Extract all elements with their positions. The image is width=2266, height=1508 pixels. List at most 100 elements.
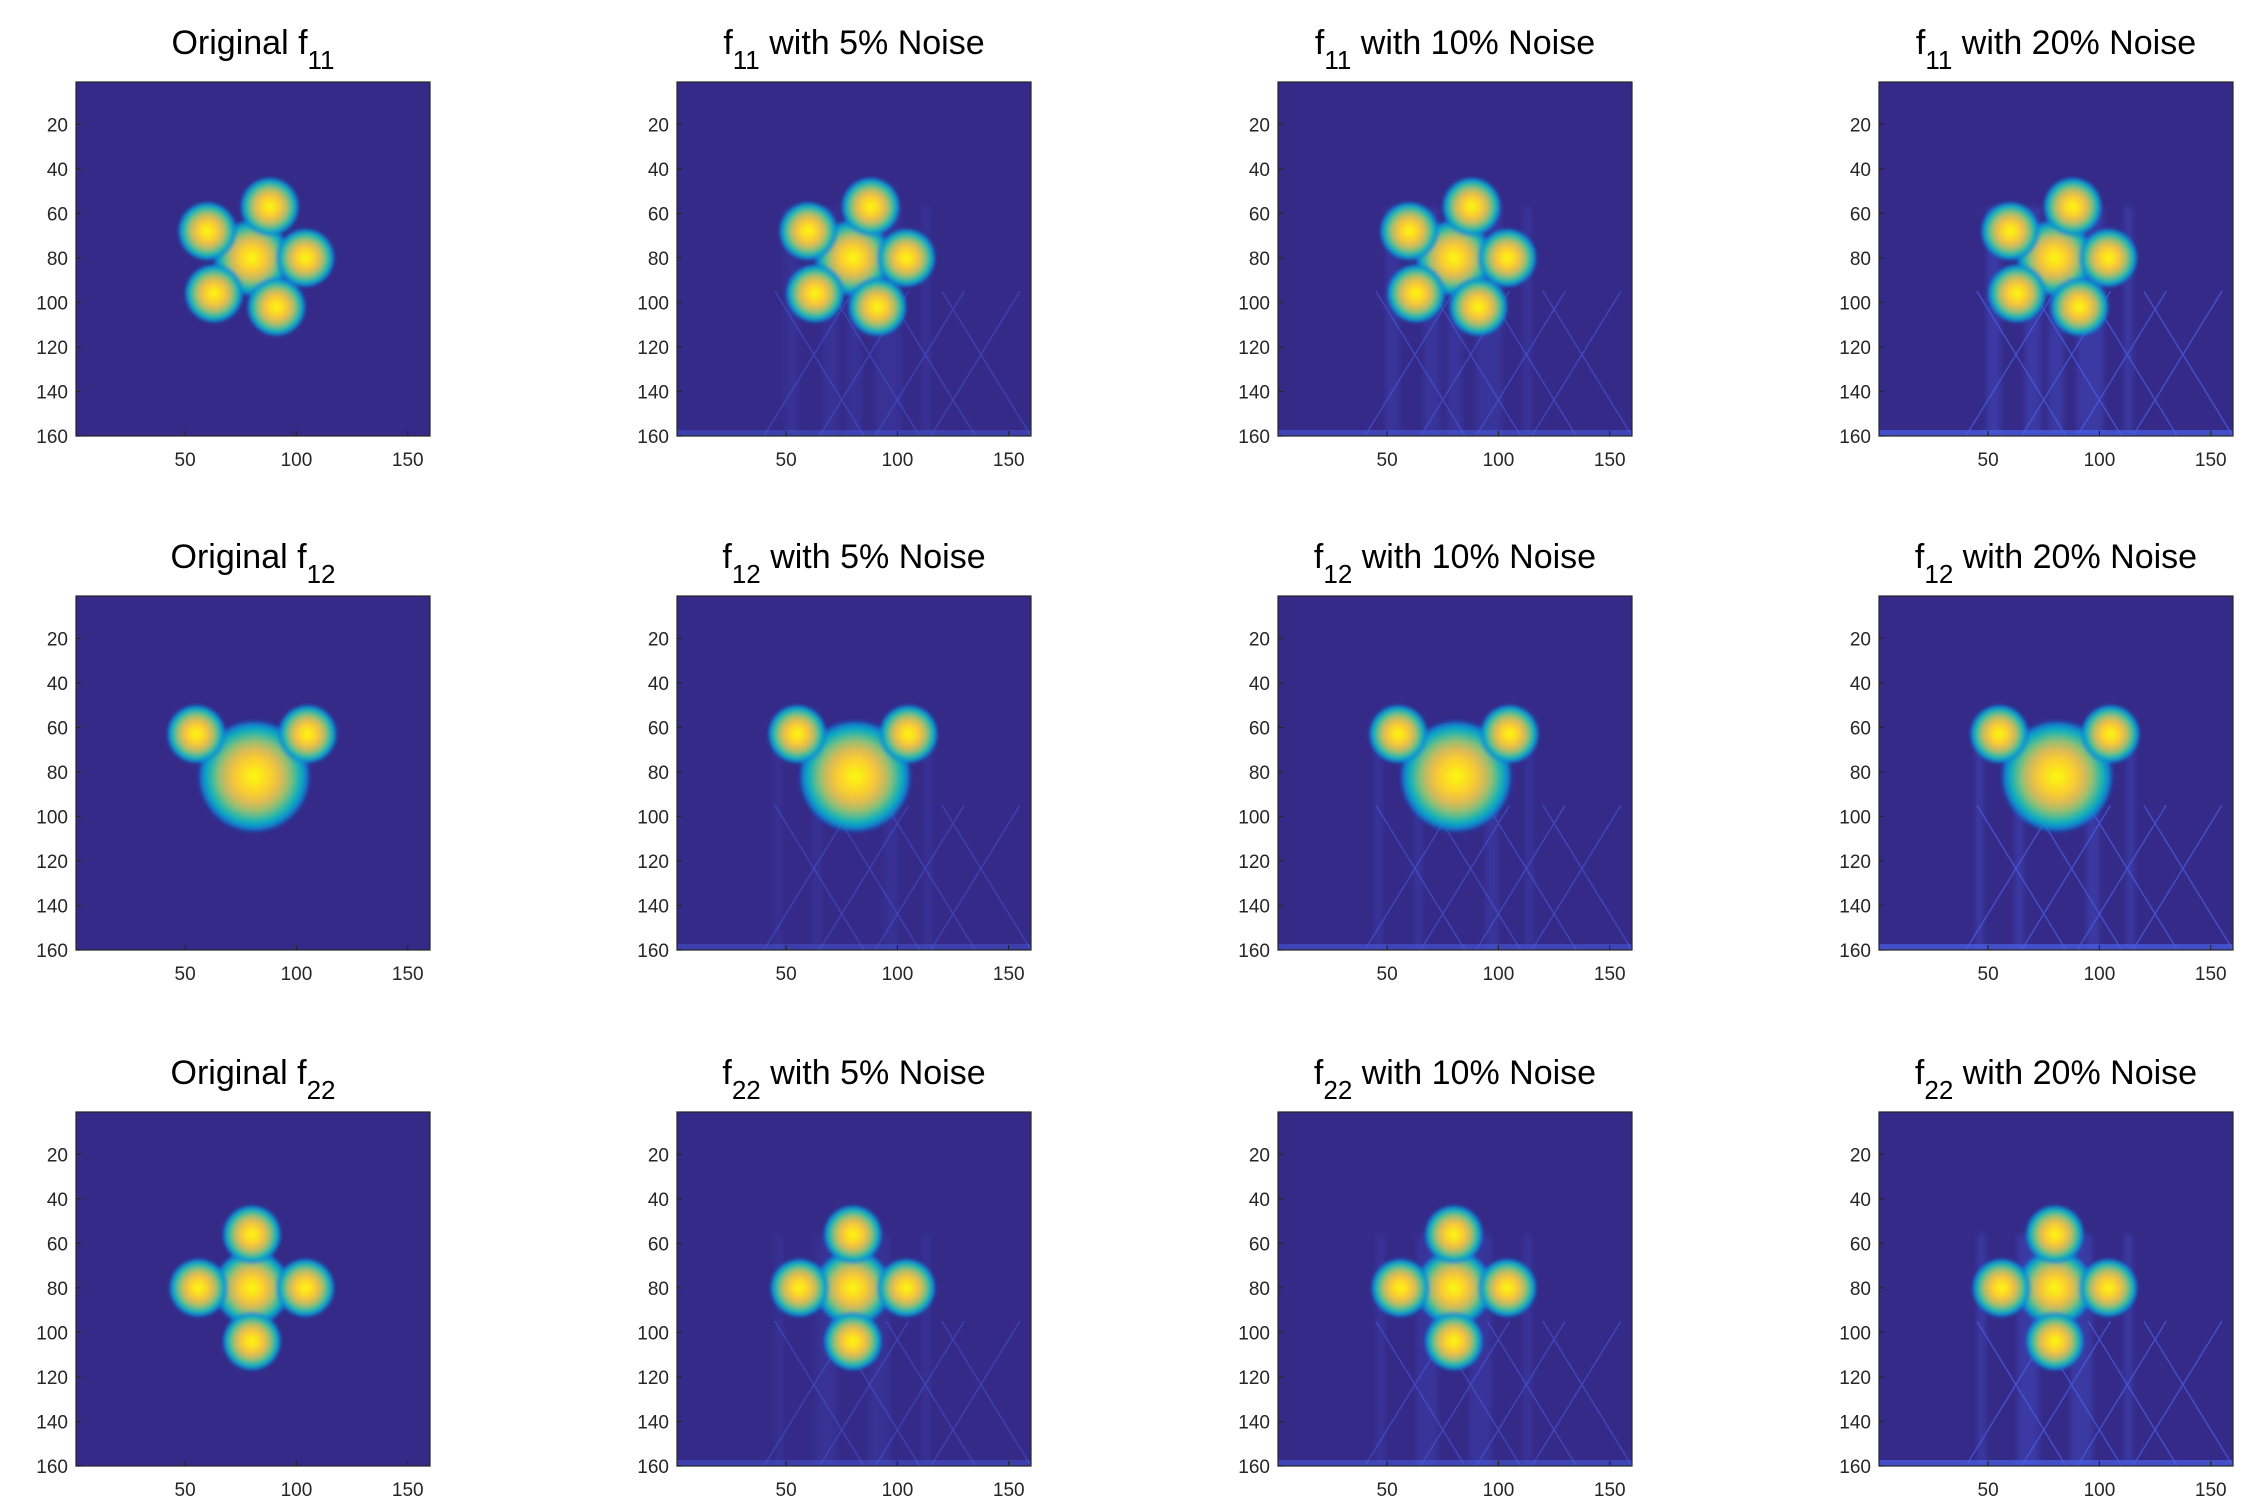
heatmap-panel: 50 100 150 20 40 60 80 100 120 140 160 f12 with 5% …	[637, 538, 1032, 985]
y-tick-label: 120	[637, 338, 669, 359]
y-tick-label: 120	[1839, 852, 1871, 873]
noise-streak	[791, 206, 799, 436]
heatmap-panel: 50 100 150 20 40 60 80 100 120 140 160 Original f11	[36, 24, 431, 471]
y-tick-label: 100	[1839, 1323, 1871, 1344]
noise-diagonal	[2132, 804, 2223, 950]
blob	[221, 1311, 282, 1372]
blob	[2024, 1311, 2085, 1372]
noise-streak	[1525, 734, 1534, 950]
y-tick-label: 160	[1839, 427, 1871, 448]
noise-streak	[1385, 206, 1394, 436]
title-subscript: 11	[308, 45, 335, 75]
y-tick-label: 60	[1850, 718, 1871, 739]
y-tick-label: 100	[637, 807, 669, 828]
noise-diagonals	[763, 290, 1031, 436]
y-tick-label: 140	[1238, 382, 1270, 403]
x-tick-label: 150	[993, 450, 1025, 471]
title-rest: with 10% Noise	[1352, 538, 1596, 576]
x-tick-label: 100	[882, 964, 914, 985]
y-tick-label: 120	[36, 1368, 68, 1389]
noise-diagonal	[1375, 1320, 1466, 1466]
y-tick-label: 40	[648, 1190, 669, 1211]
title-main: f	[1915, 1054, 1925, 1092]
x-tick-label: 50	[1377, 964, 1398, 985]
x-tick-label: 150	[1594, 450, 1626, 471]
title-main: Original f	[171, 24, 308, 62]
noise-diagonal	[1475, 804, 1566, 950]
noise-streak	[922, 206, 931, 436]
blob	[1379, 201, 1440, 262]
x-tick-label: 100	[1483, 450, 1515, 471]
x-tick-label: 150	[2195, 450, 2227, 471]
y-tick-label: 120	[1839, 338, 1871, 359]
y-tick-label: 140	[637, 896, 669, 917]
noise-artifacts	[773, 734, 933, 950]
heatmap-panel: 50 100 150 20 40 60 80 100 120 140 160 f22 with 20%…	[1839, 1054, 2234, 1501]
noise-diagonal	[2076, 1320, 2167, 1466]
noise-diagonal	[1976, 804, 2067, 950]
title-rest: with 10% Noise	[1352, 1054, 1596, 1092]
noise-streak	[2017, 1234, 2026, 1466]
y-tick-label: 160	[637, 941, 669, 962]
noise-streak	[1485, 734, 1494, 950]
noise-streak	[846, 206, 855, 436]
blob	[2080, 703, 2141, 765]
noise-streak	[1523, 206, 1532, 436]
x-tick-label: 50	[175, 450, 196, 471]
x-tick-label: 100	[2084, 964, 2116, 985]
noise-diagonal	[818, 1320, 910, 1466]
blob	[1414, 1248, 1493, 1327]
noise-streak	[2124, 1234, 2133, 1466]
y-tick-label: 80	[648, 763, 669, 784]
noise-streak	[1993, 206, 2001, 436]
blob	[1986, 263, 2048, 324]
noise-bottom-band	[1278, 1460, 1632, 1466]
y-tick-label: 100	[1238, 1323, 1270, 1344]
title-rest: with 20% Noise	[1952, 24, 2196, 62]
title-main: f	[723, 24, 733, 62]
title-main: f	[1915, 538, 1925, 576]
y-tick-label: 40	[1850, 160, 1871, 181]
title-rest: with 10% Noise	[1351, 24, 1595, 62]
x-tick-label: 100	[281, 964, 313, 985]
noise-diagonal	[1976, 1320, 2067, 1466]
title-main: Original f	[171, 538, 308, 576]
blob-group	[168, 1204, 336, 1372]
blob	[778, 201, 839, 262]
y-tick-label: 80	[648, 249, 669, 270]
y-tick-label: 140	[36, 896, 68, 917]
heatmap-panel: 50 100 150 20 40 60 80 100 120 140 160 f12 with 10%…	[1238, 538, 1633, 985]
noise-bottom-band	[1879, 430, 2233, 436]
noise-streak	[2124, 206, 2133, 436]
blob	[166, 703, 227, 765]
noise-diagonal	[874, 804, 965, 950]
y-tick-label: 120	[1238, 1368, 1270, 1389]
noise-diagonal	[930, 804, 1021, 950]
blob	[2078, 1257, 2139, 1318]
y-tick-label: 120	[36, 852, 68, 873]
blob	[822, 1204, 883, 1265]
x-tick-label: 150	[1594, 964, 1626, 985]
y-tick-label: 80	[1850, 249, 1871, 270]
y-tick-label: 60	[47, 204, 68, 225]
y-tick-label: 140	[637, 382, 669, 403]
title-main: f	[1314, 538, 1324, 576]
heatmap-panel: 50 100 150 20 40 60 80 100 120 140 160 f11 with 10%…	[1238, 24, 1633, 471]
noise-diagonal	[2143, 804, 2233, 950]
y-tick-label: 20	[1850, 629, 1871, 650]
title-rest: with 20% Noise	[1953, 1054, 2197, 1092]
noise-diagonal	[2143, 290, 2233, 436]
axes-frame	[1277, 1111, 1633, 1467]
axes-frame	[1277, 595, 1633, 951]
y-tick-label: 40	[648, 674, 669, 695]
y-tick-label: 120	[637, 1368, 669, 1389]
noise-streak	[2126, 734, 2135, 950]
y-tick-label: 20	[648, 115, 669, 136]
noise-bottom-band	[1278, 944, 1632, 950]
title-subscript: 11	[733, 45, 760, 75]
x-tick-label: 150	[392, 964, 424, 985]
y-tick-label: 60	[47, 718, 68, 739]
blob	[277, 703, 338, 765]
noise-diagonal	[874, 1320, 965, 1466]
